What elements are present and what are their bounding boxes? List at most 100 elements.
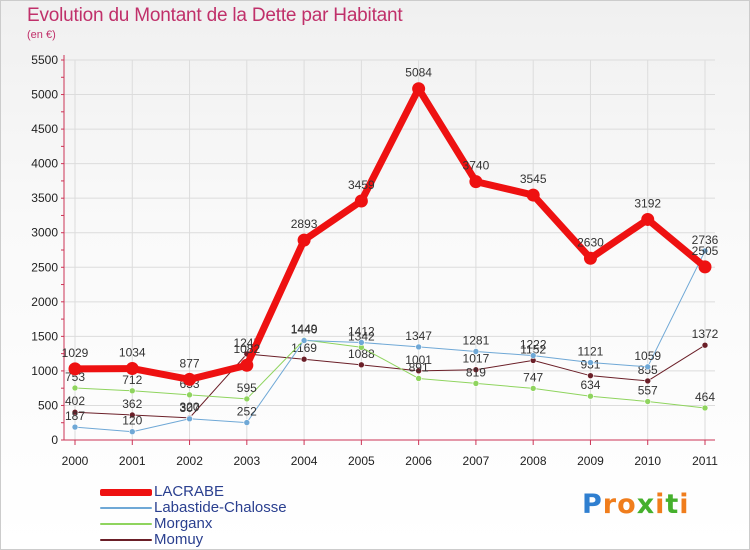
y-tick-label: 1000 (31, 364, 58, 378)
data-point-labastide-chalosse (358, 339, 365, 346)
x-tick-label: 2010 (634, 454, 661, 468)
data-label-labastide-chalosse: 252 (237, 405, 257, 419)
data-label-labastide-chalosse: 1440 (291, 323, 318, 337)
line-chart: 0 500 1000 1500 2000 2500 3000 3500 4000 4500 5000… (31, 53, 719, 468)
legend-label-morganx: Morganx (154, 515, 213, 532)
data-point-labastide-chalosse (529, 352, 537, 359)
data-point-lacrabe (583, 251, 597, 265)
legend-label-lacrabe: LACRABE (154, 483, 225, 500)
logo-letter: i (655, 489, 666, 520)
data-point-morganx (529, 385, 537, 392)
data-label-morganx: 753 (65, 370, 85, 384)
y-tick-label: 500 (38, 398, 58, 412)
chart-subtitle: (en €) (27, 29, 56, 41)
data-label-lacrabe: 2505 (692, 244, 719, 258)
x-tick-label: 2001 (119, 454, 146, 468)
data-point-morganx (186, 391, 193, 399)
y-tick-label: 4500 (31, 122, 58, 136)
data-label-morganx: 464 (695, 390, 715, 404)
data-label-momuy: 1017 (463, 352, 490, 366)
data-label-momuy: 362 (122, 397, 142, 411)
y-tick-label: 3500 (31, 191, 58, 205)
data-point-morganx (587, 392, 594, 400)
data-point-lacrabe (698, 260, 712, 274)
data-label-lacrabe: 3740 (463, 159, 490, 173)
data-point-momuy (71, 408, 79, 416)
data-label-morganx: 1449 (291, 322, 318, 336)
logo-letter: i (679, 489, 690, 520)
legend-swatch-lacrabe (100, 489, 152, 496)
data-point-lacrabe (183, 372, 197, 386)
series-line-labastide-chalosse (74, 250, 706, 433)
data-label-lacrabe: 5084 (405, 66, 432, 80)
data-label-labastide-chalosse: 1412 (348, 324, 375, 338)
data-point-labastide-chalosse (415, 343, 422, 351)
legend-label-momuy: Momuy (154, 531, 204, 548)
logo-letter: x (636, 489, 656, 520)
data-label-labastide-chalosse: 120 (122, 414, 142, 428)
data-label-labastide-chalosse: 1281 (463, 333, 490, 347)
data-point-morganx (701, 404, 709, 412)
data-point-momuy (300, 355, 308, 363)
chart-legend: LACRABE Labastide-Chalosse Morganx Momuy (100, 483, 360, 548)
x-tick-label: 2006 (405, 454, 432, 468)
data-label-momuy: 1088 (348, 347, 375, 361)
data-label-morganx: 1342 (348, 329, 375, 343)
y-tick-label: 2500 (31, 260, 58, 274)
data-label-lacrabe: 3545 (520, 172, 547, 186)
logo-letter: t (665, 489, 680, 520)
x-tick-label: 2007 (463, 454, 490, 468)
data-label-lacrabe: 2630 (577, 235, 604, 249)
data-point-lacrabe (469, 175, 483, 189)
data-label-momuy: 1372 (692, 327, 719, 341)
legend-item-lacrabe: LACRABE (100, 483, 360, 500)
data-point-labastide-chalosse (128, 428, 136, 436)
y-tick-label: 0 (51, 433, 58, 447)
data-label-lacrabe: 3459 (348, 178, 375, 192)
x-tick-label: 2000 (62, 454, 89, 468)
data-point-morganx (644, 398, 652, 405)
y-tick-label: 3000 (31, 226, 58, 240)
data-point-lacrabe (641, 212, 655, 226)
data-point-morganx (415, 375, 422, 382)
y-tick-label: 2000 (31, 295, 58, 309)
legend-label-labastide-chalosse: Labastide-Chalosse (154, 499, 287, 516)
data-label-labastide-chalosse: 1347 (405, 329, 432, 343)
data-point-lacrabe (526, 188, 540, 202)
data-label-lacrabe: 1082 (233, 342, 260, 356)
series-line-morganx (74, 339, 706, 409)
data-point-labastide-chalosse (71, 423, 79, 431)
logo-letter: o (617, 489, 637, 520)
data-label-labastide-chalosse: 2736 (692, 233, 719, 247)
proxiti-logo: Proxiti (582, 489, 690, 520)
data-point-labastide-chalosse (701, 247, 709, 255)
data-point-morganx (472, 380, 480, 387)
x-tick-label: 2005 (348, 454, 375, 468)
y-tick-label: 5500 (31, 53, 58, 67)
data-point-morganx (71, 384, 79, 392)
data-label-momuy: 1001 (405, 353, 432, 367)
legend-swatch-labastide-chalosse (100, 507, 152, 509)
data-point-lacrabe (240, 358, 254, 372)
data-label-morganx: 819 (466, 365, 486, 379)
data-point-lacrabe (68, 362, 82, 376)
data-label-labastide-chalosse: 1121 (578, 345, 604, 359)
data-label-lacrabe: 1029 (62, 346, 89, 360)
data-point-labastide-chalosse (243, 419, 251, 426)
data-point-labastide-chalosse (300, 337, 308, 344)
logo-letter: P (582, 489, 603, 520)
data-point-lacrabe (125, 362, 139, 376)
data-label-lacrabe: 877 (180, 356, 200, 370)
legend-swatch-momuy (100, 539, 152, 541)
data-label-labastide-chalosse: 1059 (634, 349, 661, 363)
data-label-lacrabe: 2893 (291, 217, 318, 231)
data-label-momuy: 1169 (291, 341, 317, 355)
data-point-momuy (128, 411, 136, 419)
data-label-labastide-chalosse: 307 (180, 401, 200, 415)
data-point-labastide-chalosse (472, 348, 480, 355)
data-label-labastide-chalosse: 187 (65, 409, 85, 423)
data-label-momuy: 1152 (520, 342, 546, 356)
data-point-labastide-chalosse (644, 363, 652, 371)
legend-item-labastide-chalosse: Labastide-Chalosse (100, 499, 360, 516)
logo-letter: r (602, 489, 618, 520)
